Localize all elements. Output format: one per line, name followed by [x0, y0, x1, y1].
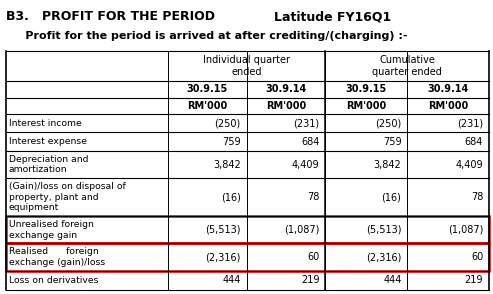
Text: 444: 444 [383, 275, 401, 285]
Text: (250): (250) [214, 118, 241, 128]
Text: 30.9.14: 30.9.14 [427, 84, 469, 94]
Text: 219: 219 [301, 275, 319, 285]
Text: Interest income: Interest income [9, 119, 82, 128]
Text: 60: 60 [471, 252, 483, 262]
Text: (5,513): (5,513) [205, 225, 241, 235]
Text: (16): (16) [221, 192, 241, 202]
Text: (16): (16) [382, 192, 401, 202]
Text: (250): (250) [375, 118, 401, 128]
Text: Realised      foreign
exchange (gain)/loss: Realised foreign exchange (gain)/loss [9, 248, 105, 267]
Text: 684: 684 [301, 136, 319, 146]
Text: 759: 759 [383, 136, 401, 146]
Text: Unrealised foreign
exchange gain: Unrealised foreign exchange gain [9, 220, 94, 240]
Text: Depreciation and
amortization: Depreciation and amortization [9, 155, 88, 174]
Text: Loss on derivatives: Loss on derivatives [9, 276, 99, 285]
Text: (231): (231) [457, 118, 483, 128]
Text: 444: 444 [222, 275, 241, 285]
Text: 30.9.15: 30.9.15 [186, 84, 228, 94]
Text: (1,087): (1,087) [284, 225, 319, 235]
Text: 30.9.14: 30.9.14 [265, 84, 307, 94]
Text: 30.9.15: 30.9.15 [346, 84, 387, 94]
Text: Profit for the period is arrived at after crediting/(charging) :-: Profit for the period is arrived at afte… [6, 31, 407, 41]
Text: RM'000: RM'000 [428, 101, 468, 111]
Text: Cumulative
quarter ended: Cumulative quarter ended [372, 56, 442, 77]
Text: (5,513): (5,513) [366, 225, 401, 235]
Text: B3.   PROFIT FOR THE PERIOD: B3. PROFIT FOR THE PERIOD [6, 10, 215, 23]
Text: (2,316): (2,316) [205, 252, 241, 262]
Text: RM'000: RM'000 [346, 101, 387, 111]
Text: (1,087): (1,087) [448, 225, 483, 235]
Text: 3,842: 3,842 [374, 160, 401, 170]
Text: 759: 759 [222, 136, 241, 146]
Text: Latitude FY16Q1: Latitude FY16Q1 [274, 10, 391, 23]
Text: 219: 219 [464, 275, 483, 285]
Text: 4,409: 4,409 [292, 160, 319, 170]
Text: (Gain)/loss on disposal of
property, plant and
equipment: (Gain)/loss on disposal of property, pla… [9, 182, 126, 212]
Text: 78: 78 [307, 192, 319, 202]
Text: 3,842: 3,842 [213, 160, 241, 170]
Text: Interest expense: Interest expense [9, 137, 87, 146]
Text: 60: 60 [307, 252, 319, 262]
Text: 4,409: 4,409 [456, 160, 483, 170]
Text: (231): (231) [293, 118, 319, 128]
Text: 684: 684 [465, 136, 483, 146]
Text: RM'000: RM'000 [266, 101, 306, 111]
Text: RM'000: RM'000 [187, 101, 227, 111]
Text: Individual quarter
ended: Individual quarter ended [203, 56, 290, 77]
Text: 78: 78 [471, 192, 483, 202]
Text: (2,316): (2,316) [366, 252, 401, 262]
